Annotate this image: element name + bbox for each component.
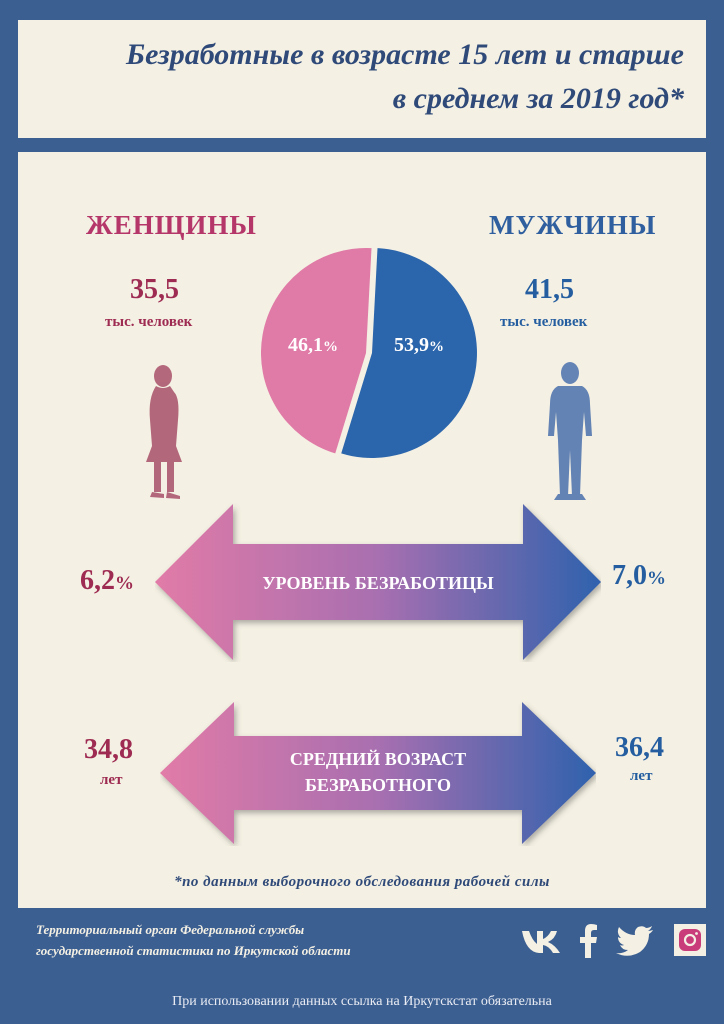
women-count: 35,5 — [130, 274, 179, 305]
men-average-age: 36,4 — [615, 732, 664, 763]
org-line-1: Территориальный орган Федеральной службы — [36, 922, 305, 937]
footnote: *по данным выборочного обследования рабо… — [174, 874, 550, 890]
men-label: МУЖЧИНЫ — [489, 210, 657, 240]
men-count: 41,5 — [525, 274, 574, 305]
gender-share-pie — [261, 248, 477, 458]
women-unemployment-rate: 6,2% — [80, 565, 134, 596]
pie-slice-men — [341, 248, 477, 458]
men-age-unit: лет — [630, 768, 653, 784]
header-panel: Безработные в возрасте 15 лет и старше в… — [18, 20, 706, 138]
social-icons — [520, 922, 710, 962]
twitter-icon[interactable] — [616, 926, 654, 956]
average-age-label-line2: БЕЗРАБОТНОГО — [304, 775, 452, 795]
unemployment-rate-arrow — [155, 504, 601, 660]
women-average-age: 34,8 — [84, 734, 133, 765]
usage-notice: При использовании данных ссылка на Иркут… — [172, 994, 552, 1009]
women-label: ЖЕНЩИНЫ — [86, 210, 257, 240]
women-share-label: 46,1% — [288, 334, 338, 356]
unemployment-rate-label: УРОВЕНЬ БЕЗРАБОТИЦЫ — [262, 573, 494, 593]
facebook-icon[interactable] — [578, 924, 598, 958]
man-silhouette-icon — [548, 362, 592, 500]
instagram-icon[interactable] — [674, 924, 706, 956]
org-line-2: государственной статистики по Иркутской … — [36, 943, 351, 958]
women-count-unit: тыс. человек — [105, 314, 193, 330]
men-count-unit: тыс. человек — [500, 314, 588, 330]
women-age-unit: лет — [100, 772, 123, 788]
title-line-2: в среднем за 2019 год* — [392, 82, 684, 115]
men-unemployment-rate: 7,0% — [612, 560, 666, 591]
average-age-label: СРЕДНИЙ ВОЗРАСТ БЕЗРАБОТНОГО — [208, 746, 548, 798]
main-panel: ЖЕНЩИНЫ МУЖЧИНЫ 35,5 тыс. человек 41,5 т… — [18, 152, 706, 908]
vk-icon[interactable] — [520, 928, 562, 954]
woman-silhouette-icon — [146, 365, 182, 499]
average-age-label-line1: СРЕДНИЙ ВОЗРАСТ — [289, 749, 467, 769]
pie-slice-women — [261, 248, 372, 454]
average-age-arrow — [160, 702, 596, 844]
title-line-1: Безработные в возрасте 15 лет и старше — [126, 38, 684, 71]
men-share-label: 53,9% — [394, 334, 444, 356]
